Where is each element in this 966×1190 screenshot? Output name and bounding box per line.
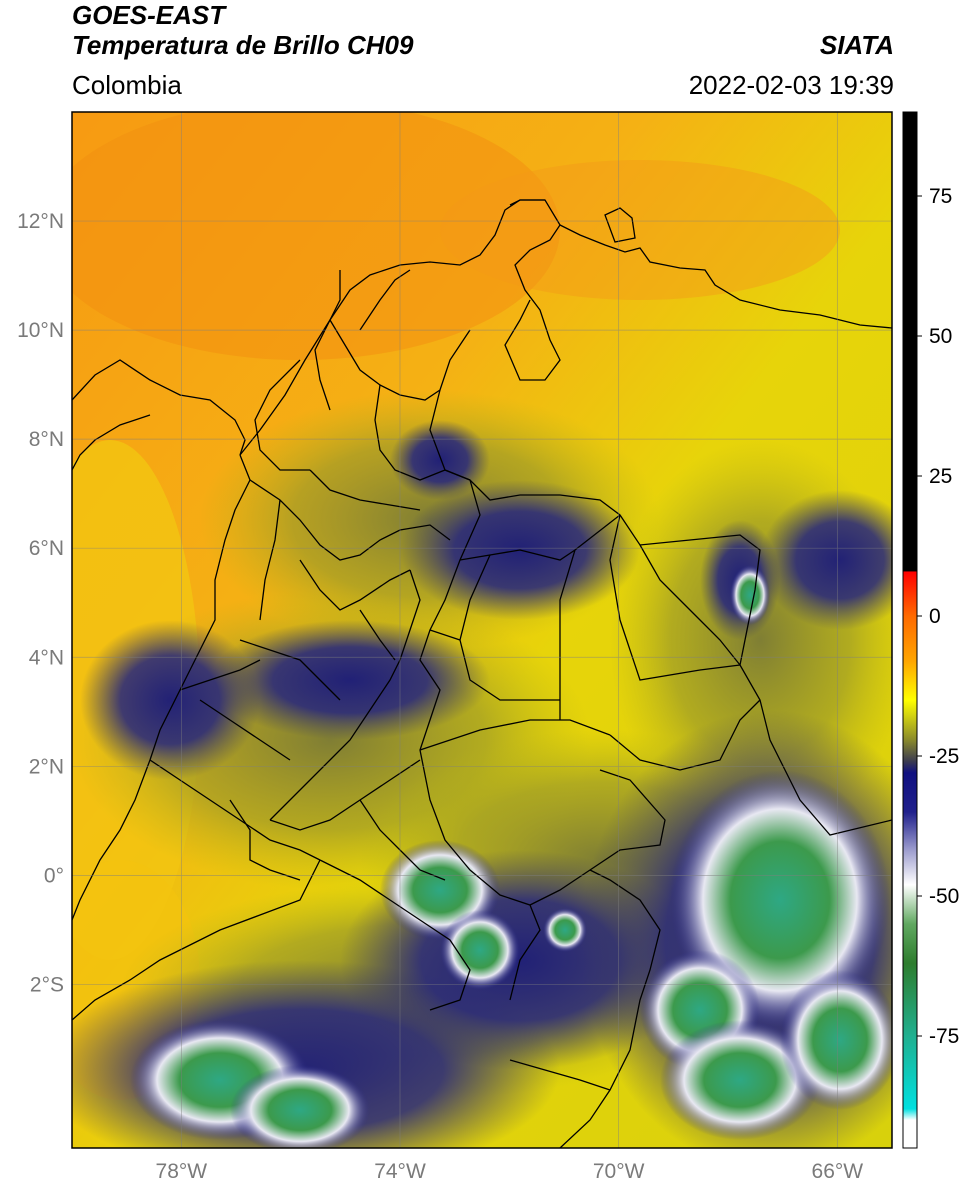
region-label: Colombia: [72, 70, 182, 100]
colorbar-scale: [902, 111, 918, 1149]
colorbar-tick-label: 0: [929, 605, 941, 628]
datetime-label: 2022-02-03 19:39: [688, 70, 894, 100]
lat-tick-label: 10°N: [17, 319, 64, 342]
lat-tick-label: 2°N: [29, 755, 64, 778]
graticule: [72, 112, 892, 1148]
lat-tick-label: 4°N: [29, 646, 64, 669]
lat-tick-label: 2°S: [30, 973, 64, 996]
map-frame: [71, 111, 893, 1149]
lat-tick-label: 6°N: [29, 537, 64, 560]
lat-tick-label: 0°: [44, 864, 64, 887]
colorbar-tick-label: 50: [929, 325, 952, 348]
colorbar-tick-label: -75: [929, 1025, 959, 1048]
brightness-temperature-field: [72, 112, 892, 1148]
lon-tick-label: 70°W: [593, 1160, 645, 1183]
lat-tick-label: 8°N: [29, 428, 64, 451]
satellite-title: GOES-EAST: [72, 0, 226, 30]
lon-tick-label: 66°W: [812, 1160, 864, 1183]
lon-tick-label: 78°W: [156, 1160, 208, 1183]
coastline-and-borders: [72, 199, 892, 1148]
colorbar: 75 50 25 0 -25 -50 -75: [902, 111, 959, 1149]
lon-tick-label: 74°W: [374, 1160, 426, 1183]
colorbar-tick-label: 25: [929, 465, 952, 488]
colorbar-tick-label: -50: [929, 885, 959, 908]
colorbar-tick-label: 75: [929, 185, 952, 208]
lat-tick-label: 12°N: [17, 210, 64, 233]
product-title: Temperatura de Brillo CH09: [72, 30, 414, 60]
colorbar-tick-label: -25: [929, 745, 959, 768]
brand-label: SIATA: [819, 30, 894, 60]
latitude-tick-labels: 12°N 10°N 8°N 6°N 4°N 2°N 0° 2°S: [17, 210, 64, 996]
longitude-tick-labels: 78°W 74°W 70°W 66°W: [156, 1160, 864, 1183]
